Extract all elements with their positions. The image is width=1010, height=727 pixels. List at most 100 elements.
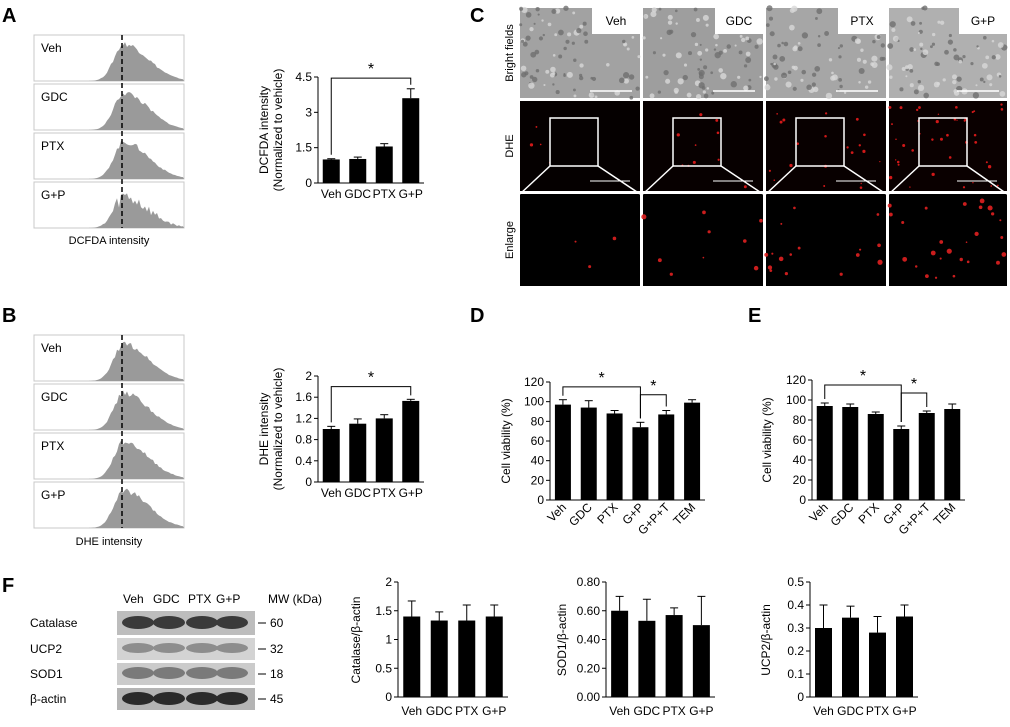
cell-spot <box>682 74 688 81</box>
blot-band <box>122 667 154 679</box>
y-tick-label: 0 <box>537 493 544 507</box>
bar <box>611 610 629 697</box>
blot-band <box>122 616 154 629</box>
cell-spot <box>797 41 801 45</box>
dhe-dot <box>962 186 966 189</box>
zoom-indicators <box>519 117 1008 195</box>
y-tick-label: 0 <box>799 493 806 507</box>
cell-spot <box>686 92 692 98</box>
cell-spot <box>889 75 893 79</box>
dhe-dot <box>965 241 968 243</box>
flow-label: Veh <box>41 341 62 355</box>
cell-spot <box>626 47 630 51</box>
cell-spot <box>552 54 556 57</box>
cell-spot <box>549 72 555 78</box>
bar <box>684 402 701 500</box>
y-tick-label: 60 <box>531 434 545 448</box>
y-tick-label: 0 <box>305 475 312 489</box>
cell-spot <box>881 56 886 61</box>
x-tick-label: G+P <box>689 704 713 718</box>
cell-spot <box>787 70 792 75</box>
dhe-dot <box>574 240 577 243</box>
dhe-dot <box>860 182 862 185</box>
dhe-dot <box>789 163 793 168</box>
cell-spot <box>649 93 655 99</box>
cell-spot <box>711 91 715 95</box>
cell-spot <box>696 18 700 22</box>
cell-spot <box>594 95 598 99</box>
dhe-dot <box>978 205 983 210</box>
dhe-dot <box>823 185 826 187</box>
cell-spot <box>702 90 706 94</box>
x-tick-label: GDC <box>426 704 453 718</box>
dhe-dot <box>767 265 773 270</box>
cell-spot <box>998 74 1002 78</box>
dhe-dot <box>918 106 921 109</box>
cell-spot <box>538 36 544 41</box>
cell-spot <box>695 93 702 100</box>
cell-spot <box>797 46 803 52</box>
cell-spot <box>792 86 797 91</box>
cell-spot <box>985 55 990 60</box>
cell-spot <box>813 86 819 93</box>
y-tick-label: 80 <box>531 414 545 428</box>
significance-bracket <box>824 384 902 422</box>
cell-spot <box>858 81 861 84</box>
cell-spot <box>817 43 821 47</box>
dhe-dot <box>990 185 993 187</box>
cell-spot <box>923 92 929 99</box>
cell-spot <box>533 22 536 25</box>
y-axis-label: Cell viability (%) <box>499 398 513 483</box>
bar <box>867 414 884 500</box>
lane-label: PTX <box>188 592 211 606</box>
y-tick-label: 1 <box>385 633 392 647</box>
bar <box>580 407 597 500</box>
cell-spot <box>662 53 666 57</box>
y-tick-label: 0.2 <box>787 644 804 658</box>
x-tick-label: Veh <box>609 704 630 718</box>
cell-spot <box>584 39 589 44</box>
cell-spot <box>763 76 769 82</box>
cell-spot <box>521 72 527 78</box>
significance-bracket <box>330 77 412 155</box>
cell-spot <box>909 47 914 52</box>
cell-spot <box>953 48 957 52</box>
cell-spot <box>909 83 914 88</box>
dhe-dot <box>529 143 534 147</box>
y-tick-label: 0.4 <box>787 598 804 612</box>
flow-histogram <box>89 42 184 81</box>
cell-spot <box>789 24 795 31</box>
bar <box>430 620 448 697</box>
x-tick-label: G+P <box>399 486 423 500</box>
dhe-dot <box>657 258 662 263</box>
x-tick-label: PTX <box>373 486 396 500</box>
zoom-line <box>966 165 1008 195</box>
dhe-dot <box>966 260 970 264</box>
cell-spot <box>698 82 705 89</box>
y-tick-label: 0.00 <box>577 690 601 704</box>
x-tick-label: Veh <box>806 500 831 525</box>
x-tick-label: Veh <box>401 704 422 718</box>
y-tick-label: 0 <box>797 690 804 704</box>
cell-spot <box>541 19 544 22</box>
dhe-dot <box>855 253 860 257</box>
cell-spot <box>579 24 584 29</box>
cell-spot <box>551 9 557 14</box>
y-axis-label: Cell viability (%) <box>760 397 774 482</box>
x-tick-label: GDC <box>837 704 864 718</box>
y-tick-label: 0.5 <box>787 575 804 589</box>
cell-spot <box>745 36 750 41</box>
dhe-dot <box>588 265 592 269</box>
significance-bracket <box>900 392 928 422</box>
dhe-dot <box>768 169 771 172</box>
y-tick-label: 2 <box>305 369 312 383</box>
flow-histogram <box>89 141 184 179</box>
western-blot: Veh GDC PTX G+P MW (kDa) Catalase UCP2 S… <box>30 592 322 710</box>
cell-spot <box>737 75 741 79</box>
cell-spot <box>860 48 864 52</box>
cell-spot <box>726 44 732 49</box>
y-axis-label: DHE intensity <box>257 393 271 466</box>
panel-label-c: C <box>470 5 484 27</box>
flow-histogram <box>89 341 184 381</box>
mw-header: MW (kDa) <box>268 592 322 606</box>
